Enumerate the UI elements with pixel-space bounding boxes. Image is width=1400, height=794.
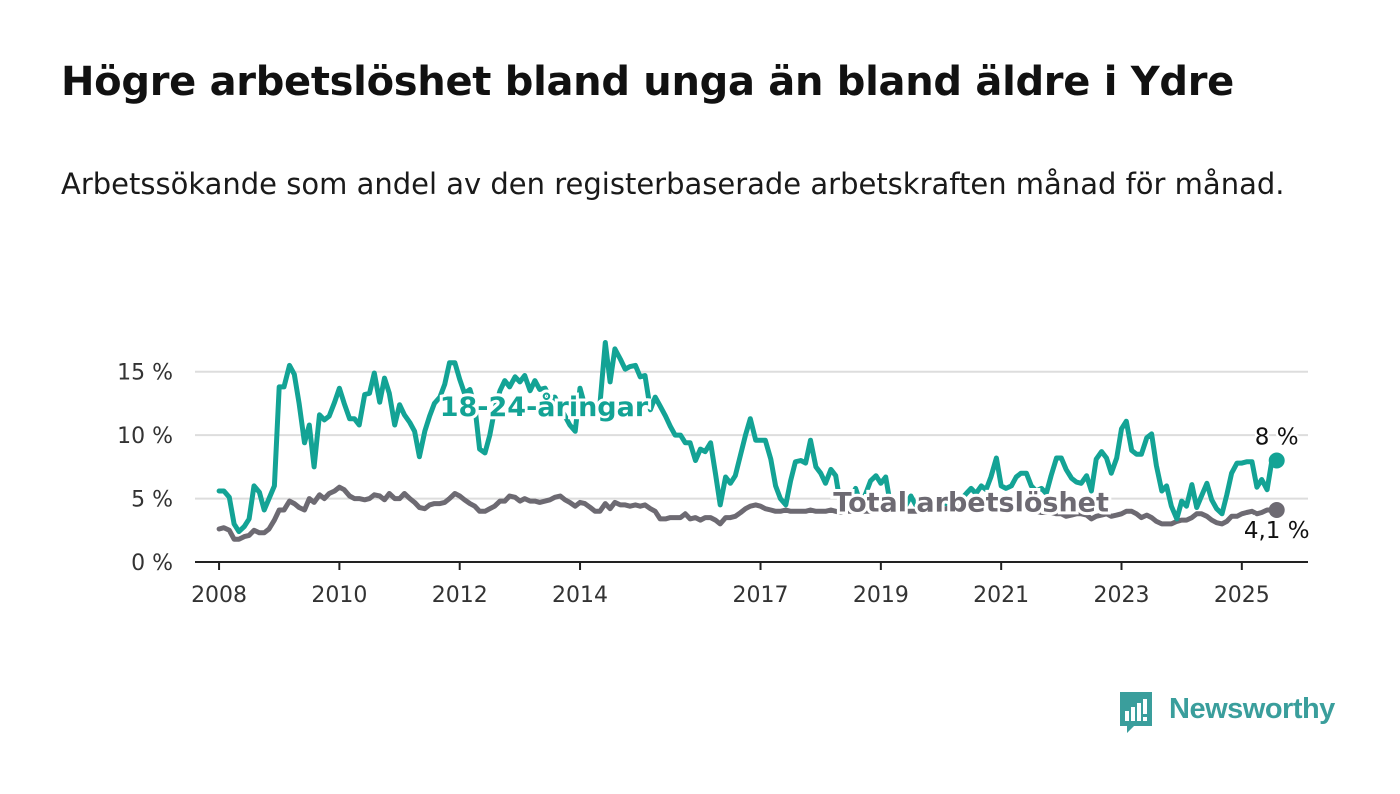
x-tick-label: 2019	[853, 583, 909, 608]
chart-subtitle: Arbetssökande som andel av den registerb…	[61, 167, 1285, 201]
newsworthy-logo-icon	[1120, 692, 1152, 733]
newsworthy-logo: Newsworthy	[1118, 690, 1348, 736]
x-tick-label: 2023	[1093, 583, 1149, 608]
series-labels: 18-24-åringar Total arbetslöshet 8 % 4,1 %	[437, 388, 1312, 546]
y-tick-label: 0 %	[131, 551, 173, 576]
x-tick-label: 2017	[733, 583, 789, 608]
y-tick-label: 10 %	[117, 424, 173, 449]
end-label-youth: 8 %	[1255, 425, 1299, 451]
y-tick-label: 15 %	[117, 361, 173, 386]
x-tick-label: 2010	[311, 583, 367, 608]
x-tick-label: 2021	[973, 583, 1029, 608]
series-line-total	[216, 484, 1280, 542]
end-label-total: 4,1 %	[1244, 518, 1310, 544]
x-tick-label: 2014	[552, 583, 608, 608]
series-lines	[216, 340, 1280, 542]
end-marker-total	[1268, 501, 1285, 518]
x-tick-label: 2008	[191, 583, 247, 608]
x-tick-label: 2025	[1214, 583, 1270, 608]
gridlines	[195, 370, 1308, 500]
chart-title: Högre arbetslöshet bland unga än bland ä…	[61, 59, 1234, 105]
y-tick-label: 5 %	[131, 488, 173, 513]
series-label-youth: 18-24-åringar	[440, 391, 649, 423]
series-line-youth	[216, 340, 1280, 535]
x-axis-ticks: 2008 2010 2012 2014 2017 2019 2021 2023 2025	[191, 562, 1270, 608]
end-marker-youth	[1268, 452, 1285, 469]
series-label-total: Total arbetslöshet	[833, 487, 1109, 518]
x-tick-label: 2012	[432, 583, 488, 608]
brand-name: Newsworthy	[1169, 693, 1335, 725]
y-axis-ticks: 0 % 5 % 10 % 15 %	[117, 361, 173, 576]
